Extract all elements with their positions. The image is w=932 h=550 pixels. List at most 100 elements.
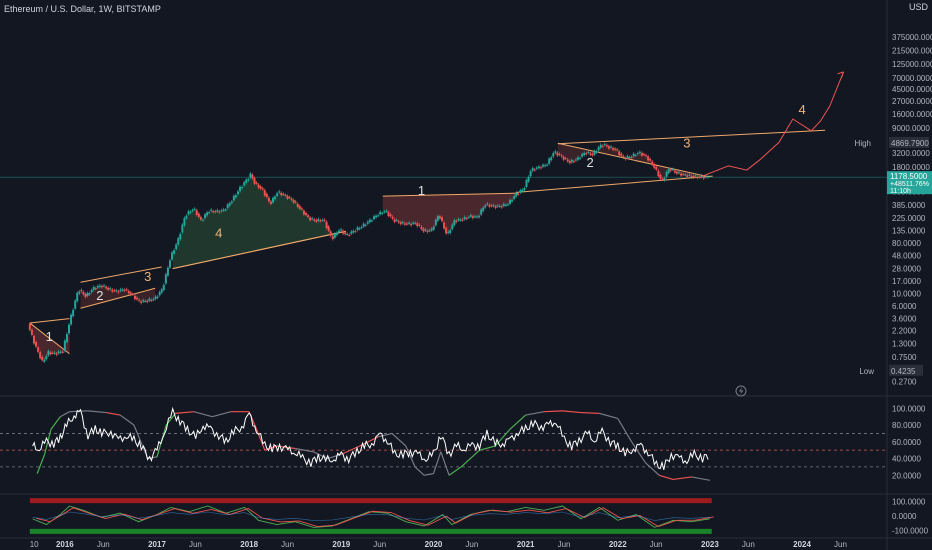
candle[interactable]	[519, 190, 522, 193]
candle[interactable]	[688, 174, 691, 176]
rsi-line[interactable]	[32, 406, 709, 470]
candle[interactable]	[138, 299, 141, 301]
candle[interactable]	[665, 172, 668, 177]
price-axis[interactable]: 375000.0000 215000.0000 125000.0000 70000.0…	[855, 33, 932, 535]
candle[interactable]	[480, 209, 483, 215]
candle[interactable]	[311, 218, 314, 220]
candle[interactable]	[511, 200, 514, 202]
candle[interactable]	[455, 220, 458, 222]
candle[interactable]	[401, 222, 404, 224]
candle[interactable]	[566, 159, 569, 162]
candle[interactable]	[434, 219, 437, 226]
candle[interactable]	[220, 210, 223, 212]
candle[interactable]	[438, 216, 441, 219]
candle[interactable]	[267, 197, 270, 202]
candle[interactable]	[317, 218, 320, 221]
stoch-segment[interactable]	[59, 411, 70, 418]
candle[interactable]	[290, 198, 293, 200]
candle[interactable]	[486, 203, 489, 205]
stoch-segment[interactable]	[494, 428, 511, 447]
candle[interactable]	[585, 153, 588, 155]
candle[interactable]	[360, 227, 363, 229]
candle[interactable]	[146, 301, 149, 303]
candle[interactable]	[37, 347, 40, 352]
candle[interactable]	[92, 286, 95, 290]
candle[interactable]	[603, 143, 606, 145]
candle[interactable]	[257, 184, 260, 188]
candle[interactable]	[385, 210, 388, 212]
candle[interactable]	[236, 191, 239, 195]
candle[interactable]	[690, 175, 693, 177]
stoch-segment[interactable]	[50, 416, 61, 430]
candle[interactable]	[272, 197, 275, 203]
candle[interactable]	[649, 158, 652, 161]
candle[interactable]	[51, 352, 54, 354]
candle[interactable]	[626, 156, 629, 158]
candle[interactable]	[230, 201, 233, 204]
candle[interactable]	[403, 223, 406, 225]
stoch-segment[interactable]	[193, 411, 213, 418]
candle[interactable]	[445, 227, 448, 234]
candle[interactable]	[315, 220, 318, 222]
candle[interactable]	[430, 228, 433, 231]
candle[interactable]	[550, 157, 553, 161]
candle[interactable]	[121, 289, 124, 291]
candle[interactable]	[593, 151, 596, 155]
candle[interactable]	[459, 219, 462, 221]
candle[interactable]	[280, 192, 283, 196]
candle[interactable]	[113, 290, 116, 292]
candle[interactable]	[335, 232, 338, 236]
candle[interactable]	[414, 222, 417, 224]
candle[interactable]	[541, 164, 544, 167]
candle[interactable]	[377, 215, 380, 217]
candle[interactable]	[597, 147, 600, 151]
candle[interactable]	[673, 170, 676, 173]
candle[interactable]	[142, 300, 145, 302]
candle[interactable]	[405, 223, 408, 225]
candle[interactable]	[168, 260, 171, 268]
stoch-segment[interactable]	[119, 414, 135, 426]
candle[interactable]	[562, 156, 565, 160]
candle[interactable]	[651, 161, 654, 165]
candle[interactable]	[181, 224, 184, 233]
candle[interactable]	[675, 171, 678, 174]
candle[interactable]	[150, 300, 153, 302]
channel-line[interactable]	[557, 129, 826, 145]
candle[interactable]	[395, 220, 398, 222]
candle[interactable]	[263, 190, 266, 196]
stoch-segment[interactable]	[424, 473, 434, 476]
candle[interactable]	[179, 233, 182, 240]
candle[interactable]	[684, 174, 687, 176]
stoch-segment[interactable]	[255, 429, 266, 451]
candle[interactable]	[410, 223, 413, 226]
candle[interactable]	[125, 289, 128, 291]
stoch-segment[interactable]	[599, 412, 618, 419]
candle[interactable]	[692, 175, 695, 178]
candle[interactable]	[39, 352, 42, 359]
candle[interactable]	[191, 210, 194, 212]
candle[interactable]	[669, 169, 672, 171]
candle[interactable]	[329, 231, 332, 236]
candle[interactable]	[74, 300, 77, 309]
candle[interactable]	[397, 221, 400, 223]
stoch-segment[interactable]	[36, 454, 46, 474]
candle[interactable]	[426, 231, 429, 233]
candle[interactable]	[488, 205, 491, 207]
candle[interactable]	[49, 352, 52, 355]
candle[interactable]	[661, 178, 664, 180]
candle[interactable]	[599, 144, 602, 148]
candle[interactable]	[105, 286, 108, 289]
candle[interactable]	[704, 176, 707, 178]
stoch-segment[interactable]	[580, 411, 600, 414]
candle[interactable]	[109, 288, 112, 290]
candle[interactable]	[356, 227, 359, 231]
candle[interactable]	[70, 314, 73, 325]
candle[interactable]	[655, 167, 658, 170]
candle[interactable]	[467, 217, 470, 219]
candle[interactable]	[298, 206, 301, 209]
candle[interactable]	[348, 234, 351, 236]
candle[interactable]	[609, 146, 612, 148]
candle[interactable]	[80, 290, 83, 292]
candle[interactable]	[461, 219, 464, 221]
